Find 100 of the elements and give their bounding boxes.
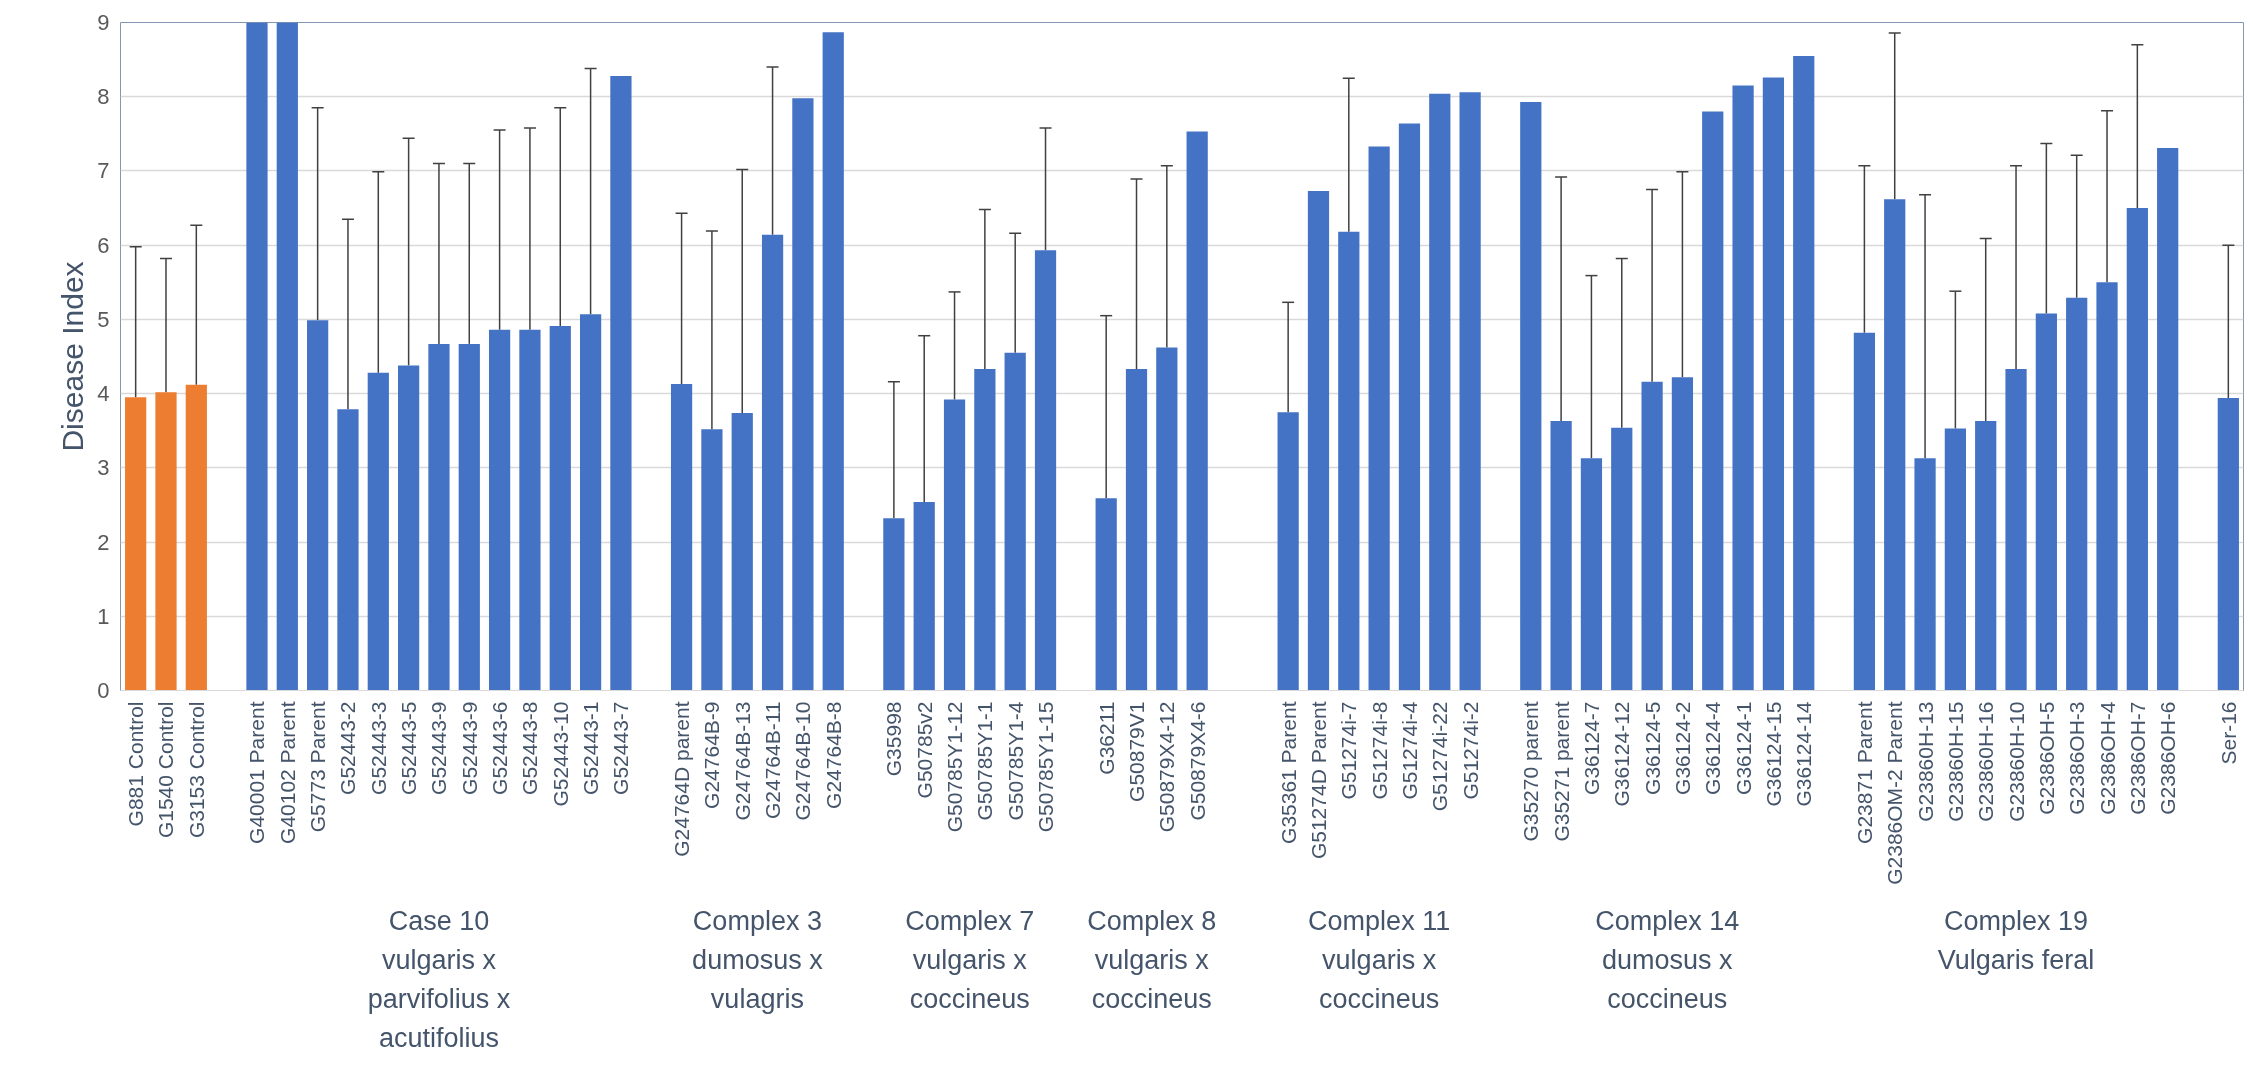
x-tick-label: G23860H-15 <box>1943 701 1967 822</box>
text: Complex 14 dumosus x coccineus <box>1595 905 1740 1014</box>
x-tick-label: G51274i-2 <box>1458 701 1482 800</box>
bar <box>1186 131 1208 691</box>
text: Complex 19 Vulgaris feral <box>1937 905 2095 975</box>
x-tick-label: G36124-14 <box>1792 701 1816 807</box>
x-tick-label: G52443-3 <box>366 701 390 795</box>
x-tick-label: G50879V1 <box>1125 701 1149 802</box>
bar <box>883 518 905 691</box>
x-tick-label: G50879X4-6 <box>1185 701 1209 821</box>
bar <box>792 98 814 691</box>
x-tick-label: G36124-4 <box>1701 701 1725 795</box>
x-tick-label: G24764B-10 <box>791 701 815 821</box>
x-tick-label: G51274i-4 <box>1397 701 1421 800</box>
x-tick-label: G35998 <box>882 701 906 777</box>
x-tick-label: G50785Y1-12 <box>943 701 967 833</box>
x-tick-label: G35361 Parent <box>1276 701 1300 844</box>
bar <box>488 329 511 691</box>
bar <box>1853 332 1876 691</box>
y-tick-label: 7 <box>97 158 110 184</box>
bar <box>1459 92 1481 691</box>
x-tick-label: G24764B-13 <box>730 701 754 821</box>
bar <box>1398 123 1421 691</box>
bar <box>1550 421 1572 691</box>
bar <box>1702 111 1724 691</box>
bar <box>610 75 632 691</box>
x-tick-label: G51274i-22 <box>1428 701 1452 812</box>
bar <box>2096 282 2118 691</box>
bar <box>428 343 450 691</box>
x-tick-label: G23871 Parent <box>1852 701 1876 844</box>
x-tick-label: G52443-9 <box>457 701 481 795</box>
x-tick-label: G40102 Parent <box>275 701 299 844</box>
bar <box>1580 458 1603 691</box>
bar <box>1368 146 1390 691</box>
bar <box>1004 352 1026 691</box>
bar <box>2066 297 2088 691</box>
bar <box>974 369 996 691</box>
bar <box>1277 412 1299 691</box>
x-tick-label: G52443-1 <box>579 701 603 795</box>
bar <box>731 412 753 691</box>
y-tick-label: 2 <box>97 529 110 555</box>
x-tick-label: G51274i-8 <box>1367 701 1391 800</box>
y-tick-label: 9 <box>97 10 110 35</box>
x-tick-label: G52443-8 <box>518 701 542 795</box>
y-tick-label: 4 <box>97 381 110 407</box>
bar <box>1975 421 1997 691</box>
x-tick-label: G52443-2 <box>336 701 360 795</box>
x-tick-label: G36124-15 <box>1761 701 1785 807</box>
x-tick-label: G2386OH-3 <box>2065 701 2089 815</box>
x-tick-label: G52443-9 <box>427 701 451 795</box>
bar <box>701 429 723 691</box>
x-tick-label: G1540 Control <box>154 701 178 839</box>
bar <box>670 383 693 691</box>
x-tick-label: G24764B-8 <box>821 701 845 809</box>
text: Complex 11 vulgaris x coccineus <box>1308 905 1451 1014</box>
x-tick-label: G2386OH-4 <box>2095 701 2119 815</box>
bar <box>1338 231 1360 691</box>
bar <box>1095 498 1117 691</box>
x-tick-label: G50785v2 <box>912 701 936 799</box>
bar <box>1156 347 1178 691</box>
bar <box>1520 101 1542 691</box>
x-tick-label: G52443-7 <box>609 701 633 795</box>
x-tick-label: G36211 <box>1094 701 1118 775</box>
x-tick-label: G35271 parent <box>1549 701 1573 842</box>
bar <box>2126 208 2148 691</box>
x-tick-label: G23860H-10 <box>2004 701 2028 822</box>
bar <box>2217 398 2239 691</box>
x-tick-label: G50785Y1-1 <box>973 701 997 821</box>
x-tick-label: G23860H-13 <box>1913 701 1937 822</box>
x-tick-label: G52443-6 <box>488 701 512 795</box>
bar <box>1793 55 1815 691</box>
bar <box>2005 369 2027 691</box>
bar <box>579 314 602 691</box>
bar <box>1914 458 1936 691</box>
x-tick-label: G24764B-11 <box>761 701 785 820</box>
x-tick-label: G2386OM-2 Parent <box>1883 701 1907 885</box>
text: Complex 8 vulgaris x coccineus <box>1087 905 1217 1014</box>
bar <box>398 365 420 691</box>
x-tick-label: G2386OH-7 <box>2125 701 2149 815</box>
y-tick-label: 3 <box>97 455 110 481</box>
bar <box>2157 147 2179 691</box>
x-tick-label: Ser-16 <box>2216 701 2240 765</box>
x-tick-label: G52443-5 <box>397 701 421 795</box>
y-tick-label: 1 <box>97 603 110 629</box>
bar <box>943 399 966 691</box>
bar <box>1641 381 1663 691</box>
bar <box>822 32 844 691</box>
y-tick-label: 0 <box>97 678 110 703</box>
x-tick-label: G36124-12 <box>1610 701 1634 807</box>
bar <box>1307 190 1330 691</box>
x-tick-label: G50785Y1-4 <box>1003 701 1027 821</box>
x-tick-label: G51274D Parent <box>1306 701 1330 860</box>
x-tick-label: G36124-5 <box>1640 701 1664 795</box>
x-tick-label: G3153 Control <box>184 701 208 839</box>
bar <box>246 22 268 691</box>
bar <box>1429 93 1451 691</box>
bar <box>2035 313 2057 691</box>
bar <box>125 397 147 691</box>
bar <box>185 384 207 691</box>
x-tick-label: G881 Control <box>124 701 148 827</box>
